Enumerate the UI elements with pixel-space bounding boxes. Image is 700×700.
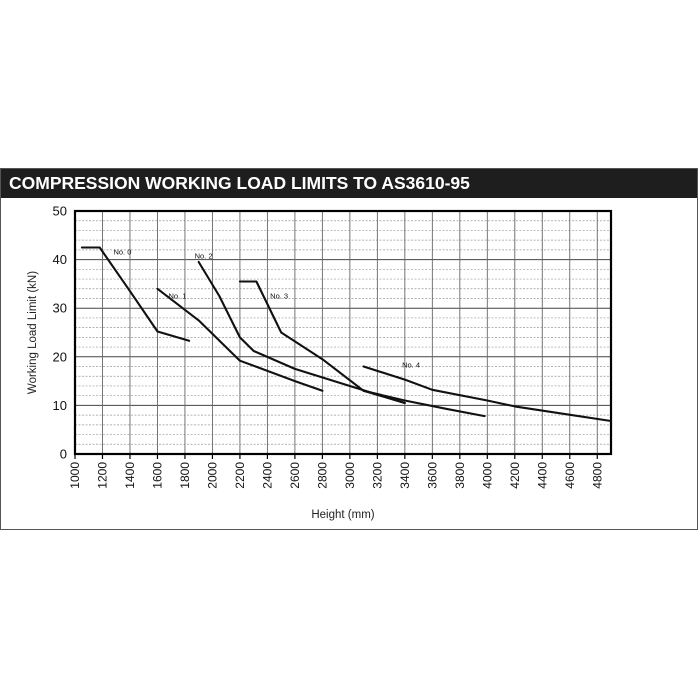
x-tick-label: 2000 (205, 462, 219, 489)
grid-lines (75, 211, 611, 454)
x-tick-label: 1600 (150, 462, 164, 489)
x-tick-label: 2800 (315, 462, 329, 489)
x-tick-label: 4800 (590, 462, 604, 489)
series-line-0 (80, 246, 191, 342)
x-tick-label: 1000 (68, 462, 82, 489)
x-tick-label: 2400 (260, 462, 274, 489)
y-tick-label: 40 (53, 252, 67, 267)
series-label: No. 3 (270, 291, 288, 300)
x-tick-label: 4600 (563, 462, 577, 489)
series-line-1 (156, 287, 324, 392)
series-line-2 (197, 260, 406, 405)
y-tick-label: 20 (53, 349, 67, 364)
y-tick-label: 0 (60, 447, 67, 462)
x-tick-label: 3400 (398, 462, 412, 489)
series-label: No. 1 (168, 291, 186, 300)
x-tick-label: 3600 (425, 462, 439, 489)
x-tick-label: 1400 (123, 462, 137, 489)
x-tick-label: 2200 (233, 462, 247, 489)
x-tick-label: 4200 (508, 462, 522, 489)
chart-title-banner: COMPRESSION WORKING LOAD LIMITS TO AS361… (1, 169, 697, 198)
x-tick-label: 1200 (95, 462, 109, 489)
chart-panel: COMPRESSION WORKING LOAD LIMITS TO AS361… (0, 168, 698, 530)
x-tick-label: 2600 (288, 462, 302, 489)
x-axis-title: Height (mm) (311, 509, 374, 521)
x-tick-label: 4000 (480, 462, 494, 489)
x-tick-label: 3000 (343, 462, 357, 489)
y-tick-label: 50 (53, 204, 67, 219)
series-line-4 (362, 365, 613, 423)
y-axis-title: Working Load Limit (kN) (27, 271, 39, 394)
series-label: No. 4 (402, 360, 420, 369)
x-tick-label: 3200 (370, 462, 384, 489)
series-label: No. 2 (195, 252, 213, 261)
y-tick-label: 30 (53, 301, 67, 316)
x-tick-label: 3800 (453, 462, 467, 489)
series-label: No. 0 (113, 248, 131, 257)
y-tick-label: 10 (53, 398, 67, 413)
x-tick-label: 4400 (535, 462, 549, 489)
x-tick-label: 1800 (178, 462, 192, 489)
series-line-5 (362, 389, 486, 418)
plot-frame (73, 209, 613, 456)
